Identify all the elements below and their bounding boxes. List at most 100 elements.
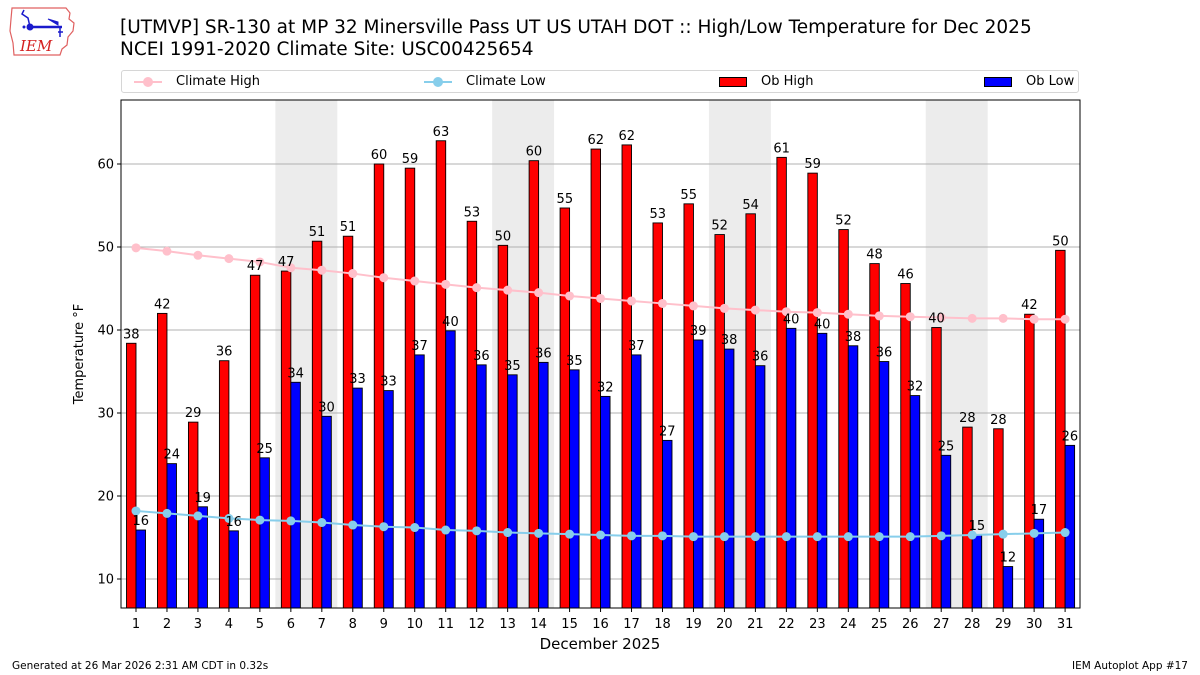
climate-high-point — [750, 305, 760, 315]
climate-high-point — [1060, 314, 1070, 324]
x-axis-label: December 2025 — [540, 635, 661, 653]
climate-low-point — [967, 530, 977, 540]
climate-high-point — [627, 296, 637, 306]
ob-high-label: 63 — [433, 125, 450, 140]
legend-item-ob-low: Ob Low — [984, 71, 1074, 92]
climate-high-point — [719, 303, 729, 313]
climate-low-point — [534, 528, 544, 538]
ob-high-label: 47 — [278, 255, 295, 270]
ob-low-label: 34 — [287, 366, 304, 381]
climate-high-point — [379, 273, 389, 283]
climate-high-point — [224, 254, 234, 264]
climate-high-point — [843, 309, 853, 319]
ob-high-label: 51 — [340, 220, 357, 235]
ob-high-bar — [993, 428, 1004, 609]
ob-high-label: 59 — [402, 152, 419, 167]
ob-low-label: 35 — [504, 359, 521, 374]
ob-high-bar — [466, 220, 478, 609]
climate-low-point — [317, 518, 327, 528]
climate-low-point — [472, 526, 482, 536]
ob-low-bar — [600, 395, 611, 609]
x-tick-label: 28 — [964, 617, 981, 632]
ob-high-bar — [931, 327, 942, 609]
ob-low-label: 35 — [566, 354, 583, 369]
ob-low-bar — [631, 354, 642, 609]
chart-title: [UTMVP] SR-130 at MP 32 Minersville Pass… — [120, 17, 1032, 61]
ob-high-bar — [714, 234, 725, 609]
climate-low-point — [596, 530, 606, 540]
ob-low-label: 33 — [380, 375, 397, 390]
climate-low-point — [348, 520, 358, 530]
ob-high-label: 46 — [897, 268, 914, 283]
weather-station-icon — [21, 9, 63, 37]
climate-low-point — [843, 532, 853, 542]
ob-low-bar — [228, 530, 239, 609]
climate-low-point — [410, 523, 420, 533]
climate-low-point — [874, 532, 884, 542]
ob-high-bar — [342, 235, 354, 609]
climate-low-point — [1029, 528, 1039, 538]
climate-low-point — [905, 532, 915, 542]
ob-high-label: 52 — [835, 214, 852, 229]
y-tick-label: 10 — [97, 573, 114, 588]
ob-low-label: 37 — [628, 339, 645, 354]
ob-low-bar — [971, 534, 983, 609]
ob-low-bar — [909, 395, 921, 609]
climate-low-point — [627, 531, 637, 541]
ob-low-label: 15 — [969, 519, 986, 534]
x-tick-label: 30 — [1026, 617, 1043, 632]
climate-high-point — [503, 285, 513, 295]
ob-low-label: 40 — [442, 315, 459, 330]
ob-high-label: 60 — [526, 145, 543, 160]
ob-low-label: 37 — [411, 339, 428, 354]
ob-low-patch-icon — [984, 76, 1012, 87]
y-tick-label: 60 — [97, 158, 114, 173]
ob-high-label: 59 — [804, 157, 821, 172]
ob-low-label: 12 — [1000, 551, 1017, 566]
climate-high-point — [255, 257, 265, 267]
ob-low-label: 32 — [907, 380, 924, 395]
climate-high-point — [874, 311, 884, 321]
climate-low-point — [131, 506, 141, 516]
legend-item-climate-low: Climate Low — [424, 71, 546, 92]
climate-low-point — [286, 516, 296, 526]
ob-high-label: 47 — [247, 259, 264, 274]
ob-high-label: 51 — [309, 225, 326, 240]
climate-low-point — [224, 513, 234, 523]
ob-high-bar — [652, 222, 663, 609]
ob-high-label: 48 — [866, 248, 883, 263]
x-tick-label: 24 — [840, 617, 857, 632]
ob-low-label: 36 — [752, 350, 769, 365]
ob-high-bar — [900, 283, 911, 609]
x-tick-label: 25 — [871, 617, 888, 632]
ob-low-bar — [662, 439, 673, 609]
climate-low-point — [1060, 528, 1070, 538]
legend-label: Ob Low — [1026, 74, 1075, 89]
x-tick-label: 19 — [685, 617, 702, 632]
ob-high-label: 54 — [742, 198, 759, 213]
ob-low-label: 30 — [318, 400, 335, 415]
climate-low-point — [812, 532, 822, 542]
plot-frame — [120, 99, 1081, 609]
climate-high-point — [998, 313, 1008, 323]
climate-low-point — [441, 525, 451, 535]
ob-high-label: 50 — [1052, 234, 1069, 249]
footer-app: IEM Autoplot App #17 — [1072, 660, 1188, 672]
ob-low-label: 16 — [132, 514, 149, 529]
ob-low-bar — [1064, 444, 1076, 609]
climate-high-point — [162, 246, 172, 256]
ob-high-label: 53 — [649, 207, 666, 222]
climate-high-point — [936, 313, 946, 323]
ob-high-label: 36 — [216, 345, 233, 360]
logo-text: IEM — [19, 37, 53, 55]
ob-low-bar — [166, 463, 177, 609]
climate-low-point — [162, 508, 172, 518]
ob-low-bar — [507, 374, 518, 609]
ob-high-label: 53 — [464, 205, 481, 220]
ob-low-label: 17 — [1031, 503, 1048, 518]
y-tick-label: 50 — [97, 241, 114, 256]
x-tick-label: 22 — [778, 617, 795, 632]
ob-high-bar — [745, 213, 756, 609]
climate-high-point — [688, 301, 698, 311]
ob-low-bar — [290, 381, 301, 609]
